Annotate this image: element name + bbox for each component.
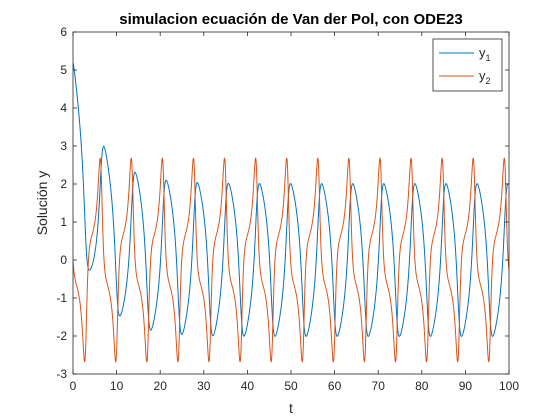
x-tick-label: 100 xyxy=(499,379,519,393)
y-tick-label: 3 xyxy=(60,139,67,153)
x-tick-label: 40 xyxy=(241,379,255,393)
x-axis-label: t xyxy=(289,400,293,416)
legend: y1 y2 xyxy=(433,39,502,91)
y-tick-label: -2 xyxy=(56,329,67,343)
x-tick-label: 70 xyxy=(372,379,386,393)
y-tick-label: 1 xyxy=(60,215,67,229)
y-tick-label: -3 xyxy=(56,367,67,381)
y-axis-label: Solución y xyxy=(34,171,50,236)
legend-label-y1-subscript: 1 xyxy=(486,53,491,63)
legend-box xyxy=(433,39,502,91)
y-tick-label: 5 xyxy=(60,63,67,77)
y-tick-label: 4 xyxy=(60,101,67,115)
y-tick-label: -1 xyxy=(56,291,67,305)
chart-title: simulacion ecuación de Van der Pol, con … xyxy=(119,11,462,28)
x-tick-label: 10 xyxy=(110,379,124,393)
x-tick-label: 50 xyxy=(284,379,298,393)
x-tick-label: 0 xyxy=(70,379,77,393)
y-tick-label: 6 xyxy=(60,25,67,39)
x-tick-label: 30 xyxy=(197,379,211,393)
x-tick-label: 80 xyxy=(415,379,429,393)
y-tick-label: 0 xyxy=(60,253,67,267)
x-tick-label: 20 xyxy=(154,379,168,393)
legend-label-y2-subscript: 2 xyxy=(486,76,491,86)
y-tick-label: 2 xyxy=(60,177,67,191)
x-tick-label: 60 xyxy=(328,379,342,393)
x-tick-label: 90 xyxy=(459,379,473,393)
